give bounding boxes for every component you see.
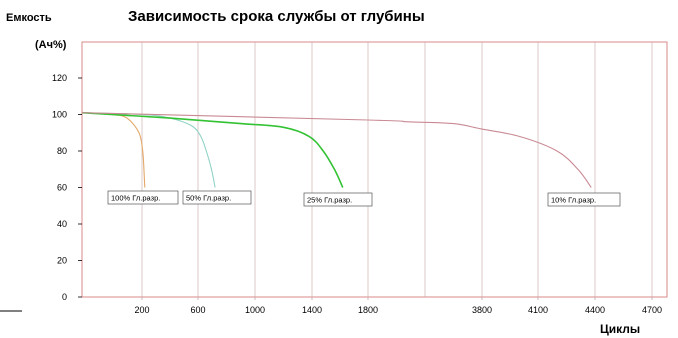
series-label-box — [547, 192, 621, 207]
y-tick-label: 100 — [52, 110, 67, 120]
series-line — [81, 112, 216, 188]
series-line — [81, 111, 344, 188]
x-tick-label: 4700 — [642, 305, 662, 315]
series-label: 100% Гл.разр. — [111, 194, 160, 203]
x-tick-label: 600 — [190, 305, 205, 315]
x-tick-label: 1000 — [245, 305, 265, 315]
y-tick-label: 80 — [57, 146, 67, 156]
series-label: 25% Гл.разр. — [307, 196, 352, 205]
y-tick-label: 20 — [57, 256, 67, 266]
grid — [141, 42, 653, 297]
y-tick-label: 60 — [57, 183, 67, 193]
x-axis-label: Циклы — [600, 322, 640, 336]
x-tick-label: 1400 — [302, 305, 322, 315]
series-label-box — [107, 190, 179, 205]
series-label: 50% Гл.разр. — [186, 194, 231, 203]
series-label-box — [182, 190, 252, 205]
y-axis-unit: (Ач%) — [35, 39, 67, 51]
x-tick-label: 4400 — [585, 305, 605, 315]
chart-title: Зависимость срока службы от глубины — [128, 8, 425, 25]
series-line — [81, 112, 146, 188]
series-label-box — [303, 192, 373, 207]
y-axis-label: Емкость — [6, 12, 52, 24]
plot-area — [81, 41, 668, 298]
series-labels: 100% Гл.разр. 50% Гл.разр. 25% Гл.разр. 10%… — [107, 190, 621, 207]
series-label: 10% Гл.разр. — [551, 196, 596, 205]
x-ticks: 200 600 1000 1400 1800 3800 4100 4400 4700 — [134, 297, 662, 315]
series — [81, 111, 592, 188]
x-tick-label: 200 — [134, 305, 149, 315]
y-tick-label: 0 — [62, 292, 67, 302]
y-tick-label: 40 — [57, 219, 67, 229]
x-tick-label: 1800 — [358, 305, 378, 315]
x-tick-label: 4100 — [528, 305, 548, 315]
series-line — [81, 112, 592, 188]
x-tick-label: 3800 — [472, 305, 492, 315]
y-ticks: 0 20 40 60 80 100 120 — [52, 73, 82, 302]
y-tick-label: 120 — [52, 73, 67, 83]
